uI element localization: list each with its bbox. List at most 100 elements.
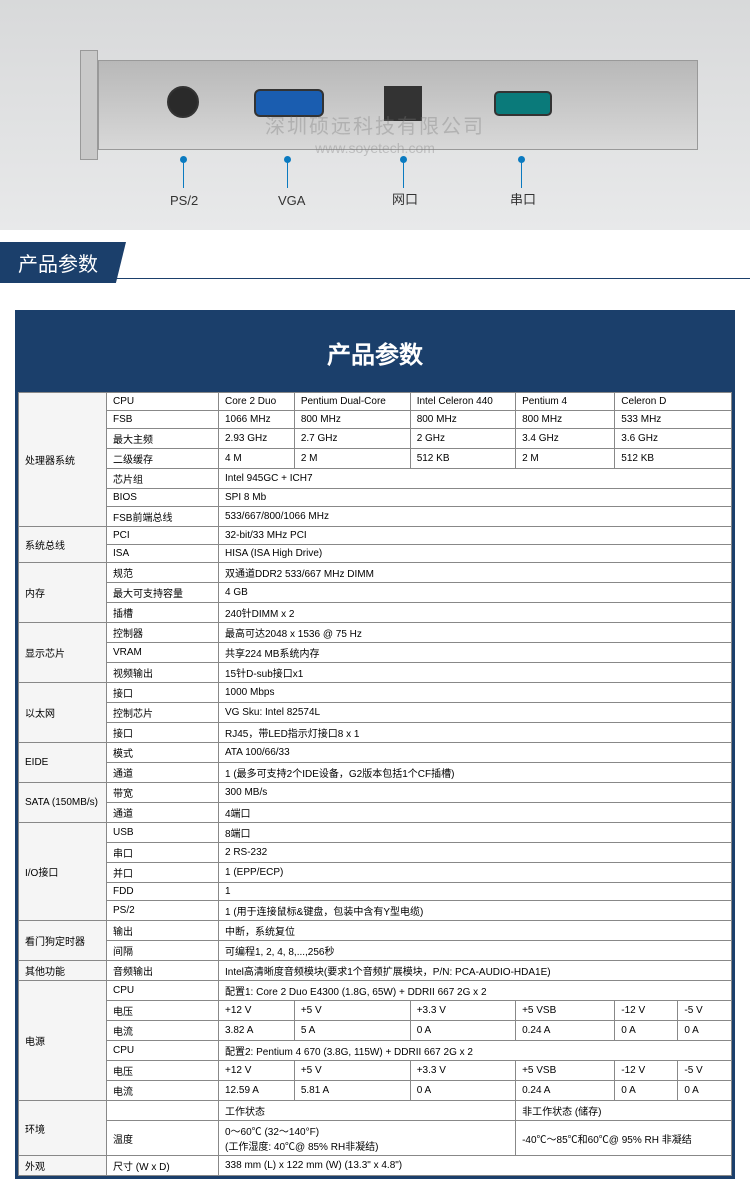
- table-row: 最大主频2.93 GHz2.7 GHz2 GHz3.4 GHz3.6 GHz: [19, 429, 732, 449]
- value-cell: 240针DIMM x 2: [219, 603, 732, 623]
- label-cell: 电流: [107, 1021, 219, 1041]
- label-cell: 最大主频: [107, 429, 219, 449]
- category-cell: 处理器系统: [19, 393, 107, 527]
- value-cell: HISA (ISA High Drive): [219, 545, 732, 563]
- category-cell: SATA (150MB/s): [19, 783, 107, 823]
- table-row: CPU配置2: Pentium 4 670 (3.8G, 115W) + DDR…: [19, 1041, 732, 1061]
- hero-photo: 深圳硕远科技有限公司 www.soyetech.com PS/2 VGA 网口 …: [0, 0, 750, 230]
- table-row: 显示芯片控制器最高可达2048 x 1536 @ 75 Hz: [19, 623, 732, 643]
- label-cell: 温度: [107, 1121, 219, 1156]
- label-cell: 通道: [107, 763, 219, 783]
- value-cell: -12 V: [615, 1001, 678, 1021]
- category-cell: 看门狗定时器: [19, 921, 107, 961]
- label-cell: CPU: [107, 981, 219, 1001]
- value-cell: 800 MHz: [516, 411, 615, 429]
- table-row: PS/21 (用于连接鼠标&键盘，包装中含有Y型电缆): [19, 901, 732, 921]
- value-cell: Intel Celeron 440: [410, 393, 515, 411]
- table-row: 电流12.59 A5.81 A0 A0.24 A0 A0 A: [19, 1081, 732, 1101]
- value-cell: 1 (用于连接鼠标&键盘，包装中含有Y型电缆): [219, 901, 732, 921]
- value-cell: 1066 MHz: [219, 411, 295, 429]
- value-cell: 300 MB/s: [219, 783, 732, 803]
- label-cell: 串口: [107, 843, 219, 863]
- value-cell: 32-bit/33 MHz PCI: [219, 527, 732, 545]
- value-cell: ATA 100/66/33: [219, 743, 732, 763]
- value-cell: Celeron D: [615, 393, 732, 411]
- value-cell: +12 V: [219, 1001, 295, 1021]
- table-row: 并口1 (EPP/ECP): [19, 863, 732, 883]
- value-cell: +5 VSB: [516, 1001, 615, 1021]
- value-cell: 1 (EPP/ECP): [219, 863, 732, 883]
- label-cell: 控制器: [107, 623, 219, 643]
- value-cell: +5 VSB: [516, 1061, 615, 1081]
- table-row: 电压+12 V+5 V+3.3 V+5 VSB-12 V-5 V: [19, 1001, 732, 1021]
- value-cell: 0 A: [410, 1081, 515, 1101]
- label-cell: 输出: [107, 921, 219, 941]
- label-cell: 最大可支持容量: [107, 583, 219, 603]
- port-label-serial: 串口: [510, 189, 536, 208]
- category-cell: 显示芯片: [19, 623, 107, 683]
- label-cell: PCI: [107, 527, 219, 545]
- value-cell: 双通道DDR2 533/667 MHz DIMM: [219, 563, 732, 583]
- label-cell: 并口: [107, 863, 219, 883]
- category-cell: 电源: [19, 981, 107, 1101]
- spec-container: 产品参数 处理器系统CPUCore 2 DuoPentium Dual-Core…: [15, 310, 735, 1179]
- table-row: 间隔可编程1, 2, 4, 8,...,256秒: [19, 941, 732, 961]
- table-row: 环境工作状态非工作状态 (储存): [19, 1101, 732, 1121]
- table-row: FSB前端总线533/667/800/1066 MHz: [19, 507, 732, 527]
- value-cell: 533/667/800/1066 MHz: [219, 507, 732, 527]
- label-cell: 电压: [107, 1001, 219, 1021]
- value-cell: 12.59 A: [219, 1081, 295, 1101]
- value-cell: 2.93 GHz: [219, 429, 295, 449]
- table-row: 二级缓存4 M2 M512 KB2 M512 KB: [19, 449, 732, 469]
- label-cell: VRAM: [107, 643, 219, 663]
- value-cell: RJ45，带LED指示灯接口8 x 1: [219, 723, 732, 743]
- value-cell: +3.3 V: [410, 1001, 515, 1021]
- value-cell: 配置2: Pentium 4 670 (3.8G, 115W) + DDRII …: [219, 1041, 732, 1061]
- value-cell: 可编程1, 2, 4, 8,...,256秒: [219, 941, 732, 961]
- value-cell: 4 M: [219, 449, 295, 469]
- table-row: 插槽240针DIMM x 2: [19, 603, 732, 623]
- value-cell: 3.6 GHz: [615, 429, 732, 449]
- table-row: 处理器系统CPUCore 2 DuoPentium Dual-CoreIntel…: [19, 393, 732, 411]
- spec-table: 处理器系统CPUCore 2 DuoPentium Dual-CoreIntel…: [18, 392, 732, 1176]
- value-cell: 4 GB: [219, 583, 732, 603]
- label-cell: 芯片组: [107, 469, 219, 489]
- label-cell: ISA: [107, 545, 219, 563]
- table-row: 芯片组Intel 945GC + ICH7: [19, 469, 732, 489]
- label-cell: 电流: [107, 1081, 219, 1101]
- value-cell: 512 KB: [410, 449, 515, 469]
- value-cell: +5 V: [294, 1001, 410, 1021]
- table-row: 最大可支持容量4 GB: [19, 583, 732, 603]
- table-row: 控制芯片VG Sku: Intel 82574L: [19, 703, 732, 723]
- table-row: I/O接口USB8端口: [19, 823, 732, 843]
- category-cell: 系统总线: [19, 527, 107, 563]
- category-cell: I/O接口: [19, 823, 107, 921]
- value-cell: 512 KB: [615, 449, 732, 469]
- table-row: 接口RJ45，带LED指示灯接口8 x 1: [19, 723, 732, 743]
- label-cell: USB: [107, 823, 219, 843]
- value-cell: 0～60℃ (32～140°F) (工作湿度: 40℃@ 85% RH非凝结): [219, 1121, 516, 1156]
- label-cell: 接口: [107, 683, 219, 703]
- table-row: EIDE模式ATA 100/66/33: [19, 743, 732, 763]
- value-cell: 2 M: [294, 449, 410, 469]
- watermark-url: www.soyetech.com: [0, 140, 750, 156]
- value-cell: -5 V: [678, 1001, 732, 1021]
- label-cell: 控制芯片: [107, 703, 219, 723]
- label-cell: CPU: [107, 393, 219, 411]
- port-label-eth: 网口: [392, 189, 418, 208]
- label-cell: 二级缓存: [107, 449, 219, 469]
- value-cell: Pentium Dual-Core: [294, 393, 410, 411]
- value-cell: Core 2 Duo: [219, 393, 295, 411]
- value-cell: 非工作状态 (储存): [516, 1101, 732, 1121]
- table-row: 串口2 RS-232: [19, 843, 732, 863]
- value-cell: 1000 Mbps: [219, 683, 732, 703]
- value-cell: Intel高清晰度音频模块(要求1个音频扩展模块，P/N: PCA-AUDIO-…: [219, 961, 732, 981]
- value-cell: 338 mm (L) x 122 mm (W) (13.3" x 4.8"): [219, 1156, 732, 1176]
- category-cell: 内存: [19, 563, 107, 623]
- label-cell: 接口: [107, 723, 219, 743]
- value-cell: Pentium 4: [516, 393, 615, 411]
- value-cell: 533 MHz: [615, 411, 732, 429]
- table-row: 通道1 (最多可支持2个IDE设备，G2版本包括1个CF插槽): [19, 763, 732, 783]
- value-cell: 800 MHz: [410, 411, 515, 429]
- label-cell: [107, 1101, 219, 1121]
